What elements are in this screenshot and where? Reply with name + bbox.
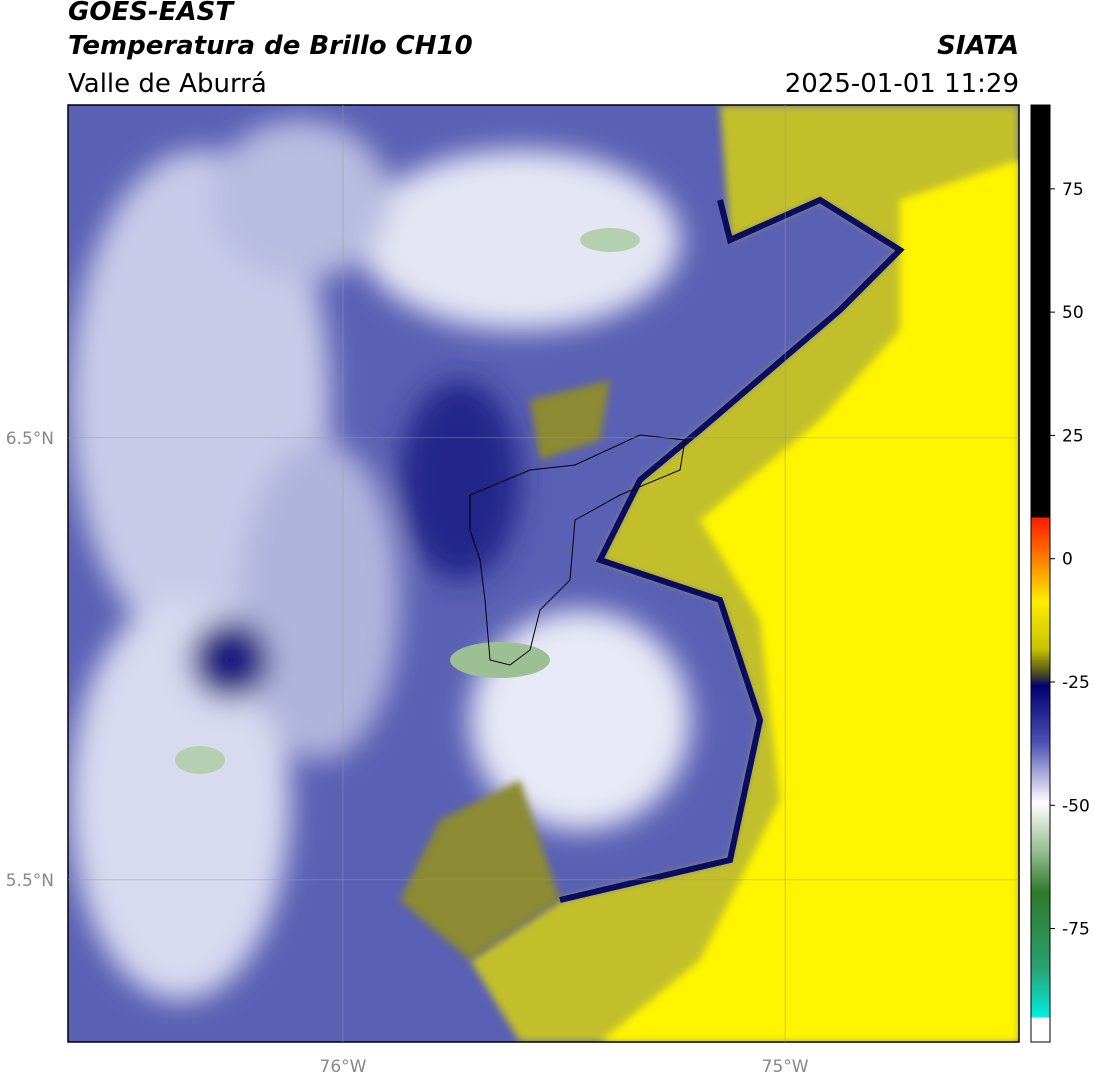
colorbar-tick-label: 50 xyxy=(1062,303,1084,323)
x-tick-label: 75°W xyxy=(762,1057,809,1077)
colorbar-tick-label: -25 xyxy=(1062,673,1090,693)
colorbar xyxy=(1030,104,1051,1043)
title: GOES-EAST xyxy=(68,0,235,27)
map-frame xyxy=(67,104,1020,1043)
y-tick-label: 5.5°N xyxy=(6,871,54,891)
colorbar-tick-label: -75 xyxy=(1062,920,1090,940)
x-tick-label: 76°W xyxy=(320,1057,367,1077)
colorbar-tick-label: 0 xyxy=(1062,550,1073,570)
y-tick-label: 6.5°N xyxy=(6,429,54,449)
colorbar-tick-label: 75 xyxy=(1062,180,1084,200)
subtitle: Temperatura de Brillo CH10 xyxy=(68,31,473,61)
colorbar-tick-label: 25 xyxy=(1062,426,1084,446)
region: Valle de Aburrá xyxy=(68,69,267,99)
source: SIATA xyxy=(937,31,1019,61)
datetime: 2025-01-01 11:29 xyxy=(785,69,1019,99)
colorbar-tick-label: -50 xyxy=(1062,796,1090,816)
satellite-image xyxy=(68,105,1019,1042)
